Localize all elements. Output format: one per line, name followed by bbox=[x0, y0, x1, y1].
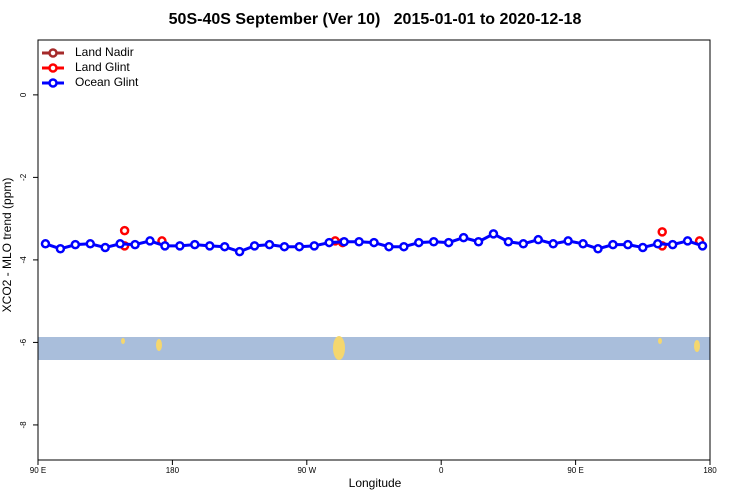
y-tick-label: -6 bbox=[19, 338, 28, 346]
land-shape bbox=[658, 338, 662, 344]
land-shape bbox=[156, 339, 162, 351]
data-point bbox=[204, 241, 215, 251]
data-point bbox=[657, 227, 667, 237]
data-point bbox=[652, 239, 663, 249]
data-point bbox=[175, 241, 185, 251]
data-point bbox=[119, 225, 130, 236]
x-tick-label: 0 bbox=[439, 466, 444, 475]
data-point bbox=[264, 239, 275, 250]
data-point bbox=[473, 236, 484, 247]
x-tick-label: 90 E bbox=[30, 466, 46, 475]
data-point bbox=[443, 237, 454, 248]
land-shape bbox=[333, 336, 345, 360]
legend-label: Ocean Glint bbox=[75, 75, 139, 89]
map-strip bbox=[38, 336, 710, 360]
data-point bbox=[488, 229, 499, 239]
data-point bbox=[324, 237, 334, 248]
data-point bbox=[638, 242, 648, 253]
data-point bbox=[249, 241, 260, 251]
chart-title: 50S-40S September (Ver 10) 2015-01-01 to… bbox=[169, 11, 582, 28]
data-point bbox=[369, 237, 379, 248]
data-point bbox=[70, 239, 81, 250]
data-point bbox=[309, 241, 320, 251]
data-point bbox=[458, 232, 469, 243]
data-point bbox=[533, 234, 544, 245]
data-point bbox=[667, 239, 678, 250]
legend-marker bbox=[48, 48, 58, 58]
data-point bbox=[682, 236, 693, 246]
data-point bbox=[414, 237, 424, 248]
data-point bbox=[145, 236, 155, 246]
data-point bbox=[130, 239, 140, 250]
y-tick-label: -8 bbox=[19, 421, 28, 429]
data-point bbox=[354, 236, 364, 247]
y-axis-label: XCO2 - MLO trend (ppm) bbox=[0, 178, 14, 313]
legend-label: Land Glint bbox=[75, 60, 130, 74]
data-point bbox=[399, 241, 409, 252]
data-point bbox=[234, 246, 245, 257]
data-point bbox=[55, 244, 66, 254]
data-point bbox=[190, 239, 200, 250]
data-point bbox=[40, 239, 51, 249]
x-tick-label: 180 bbox=[166, 466, 180, 475]
data-point bbox=[100, 242, 110, 253]
ocean-strip bbox=[38, 337, 710, 360]
data-point bbox=[279, 241, 290, 252]
data-point bbox=[697, 241, 708, 251]
x-tick-label: 90 E bbox=[567, 466, 583, 475]
data-point bbox=[339, 236, 349, 247]
y-tick-label: -4 bbox=[19, 256, 28, 264]
data-point bbox=[219, 241, 230, 252]
data-point bbox=[608, 239, 618, 250]
data-point bbox=[578, 239, 588, 249]
data-point bbox=[518, 239, 529, 249]
legend-marker bbox=[48, 78, 58, 88]
y-tick-label: -2 bbox=[19, 173, 28, 181]
data-point bbox=[548, 239, 558, 249]
data-point bbox=[115, 239, 125, 249]
x-axis-label: Longitude bbox=[349, 476, 402, 490]
data-point bbox=[160, 241, 170, 251]
y-tick-label: 0 bbox=[19, 92, 28, 97]
land-shape bbox=[694, 340, 700, 352]
data-point bbox=[593, 244, 603, 254]
x-tick-label: 90 W bbox=[297, 466, 316, 475]
x-tick-label: 180 bbox=[703, 466, 717, 475]
legend-label: Land Nadir bbox=[75, 45, 134, 59]
land-shape bbox=[121, 338, 125, 344]
data-point bbox=[623, 239, 633, 250]
data-point bbox=[384, 241, 394, 252]
data-point bbox=[428, 236, 439, 247]
data-point bbox=[563, 236, 573, 246]
legend-marker bbox=[48, 63, 58, 73]
plot-frame bbox=[37, 39, 711, 461]
data-point bbox=[85, 239, 96, 249]
data-point bbox=[503, 236, 514, 247]
data-point bbox=[294, 241, 305, 252]
